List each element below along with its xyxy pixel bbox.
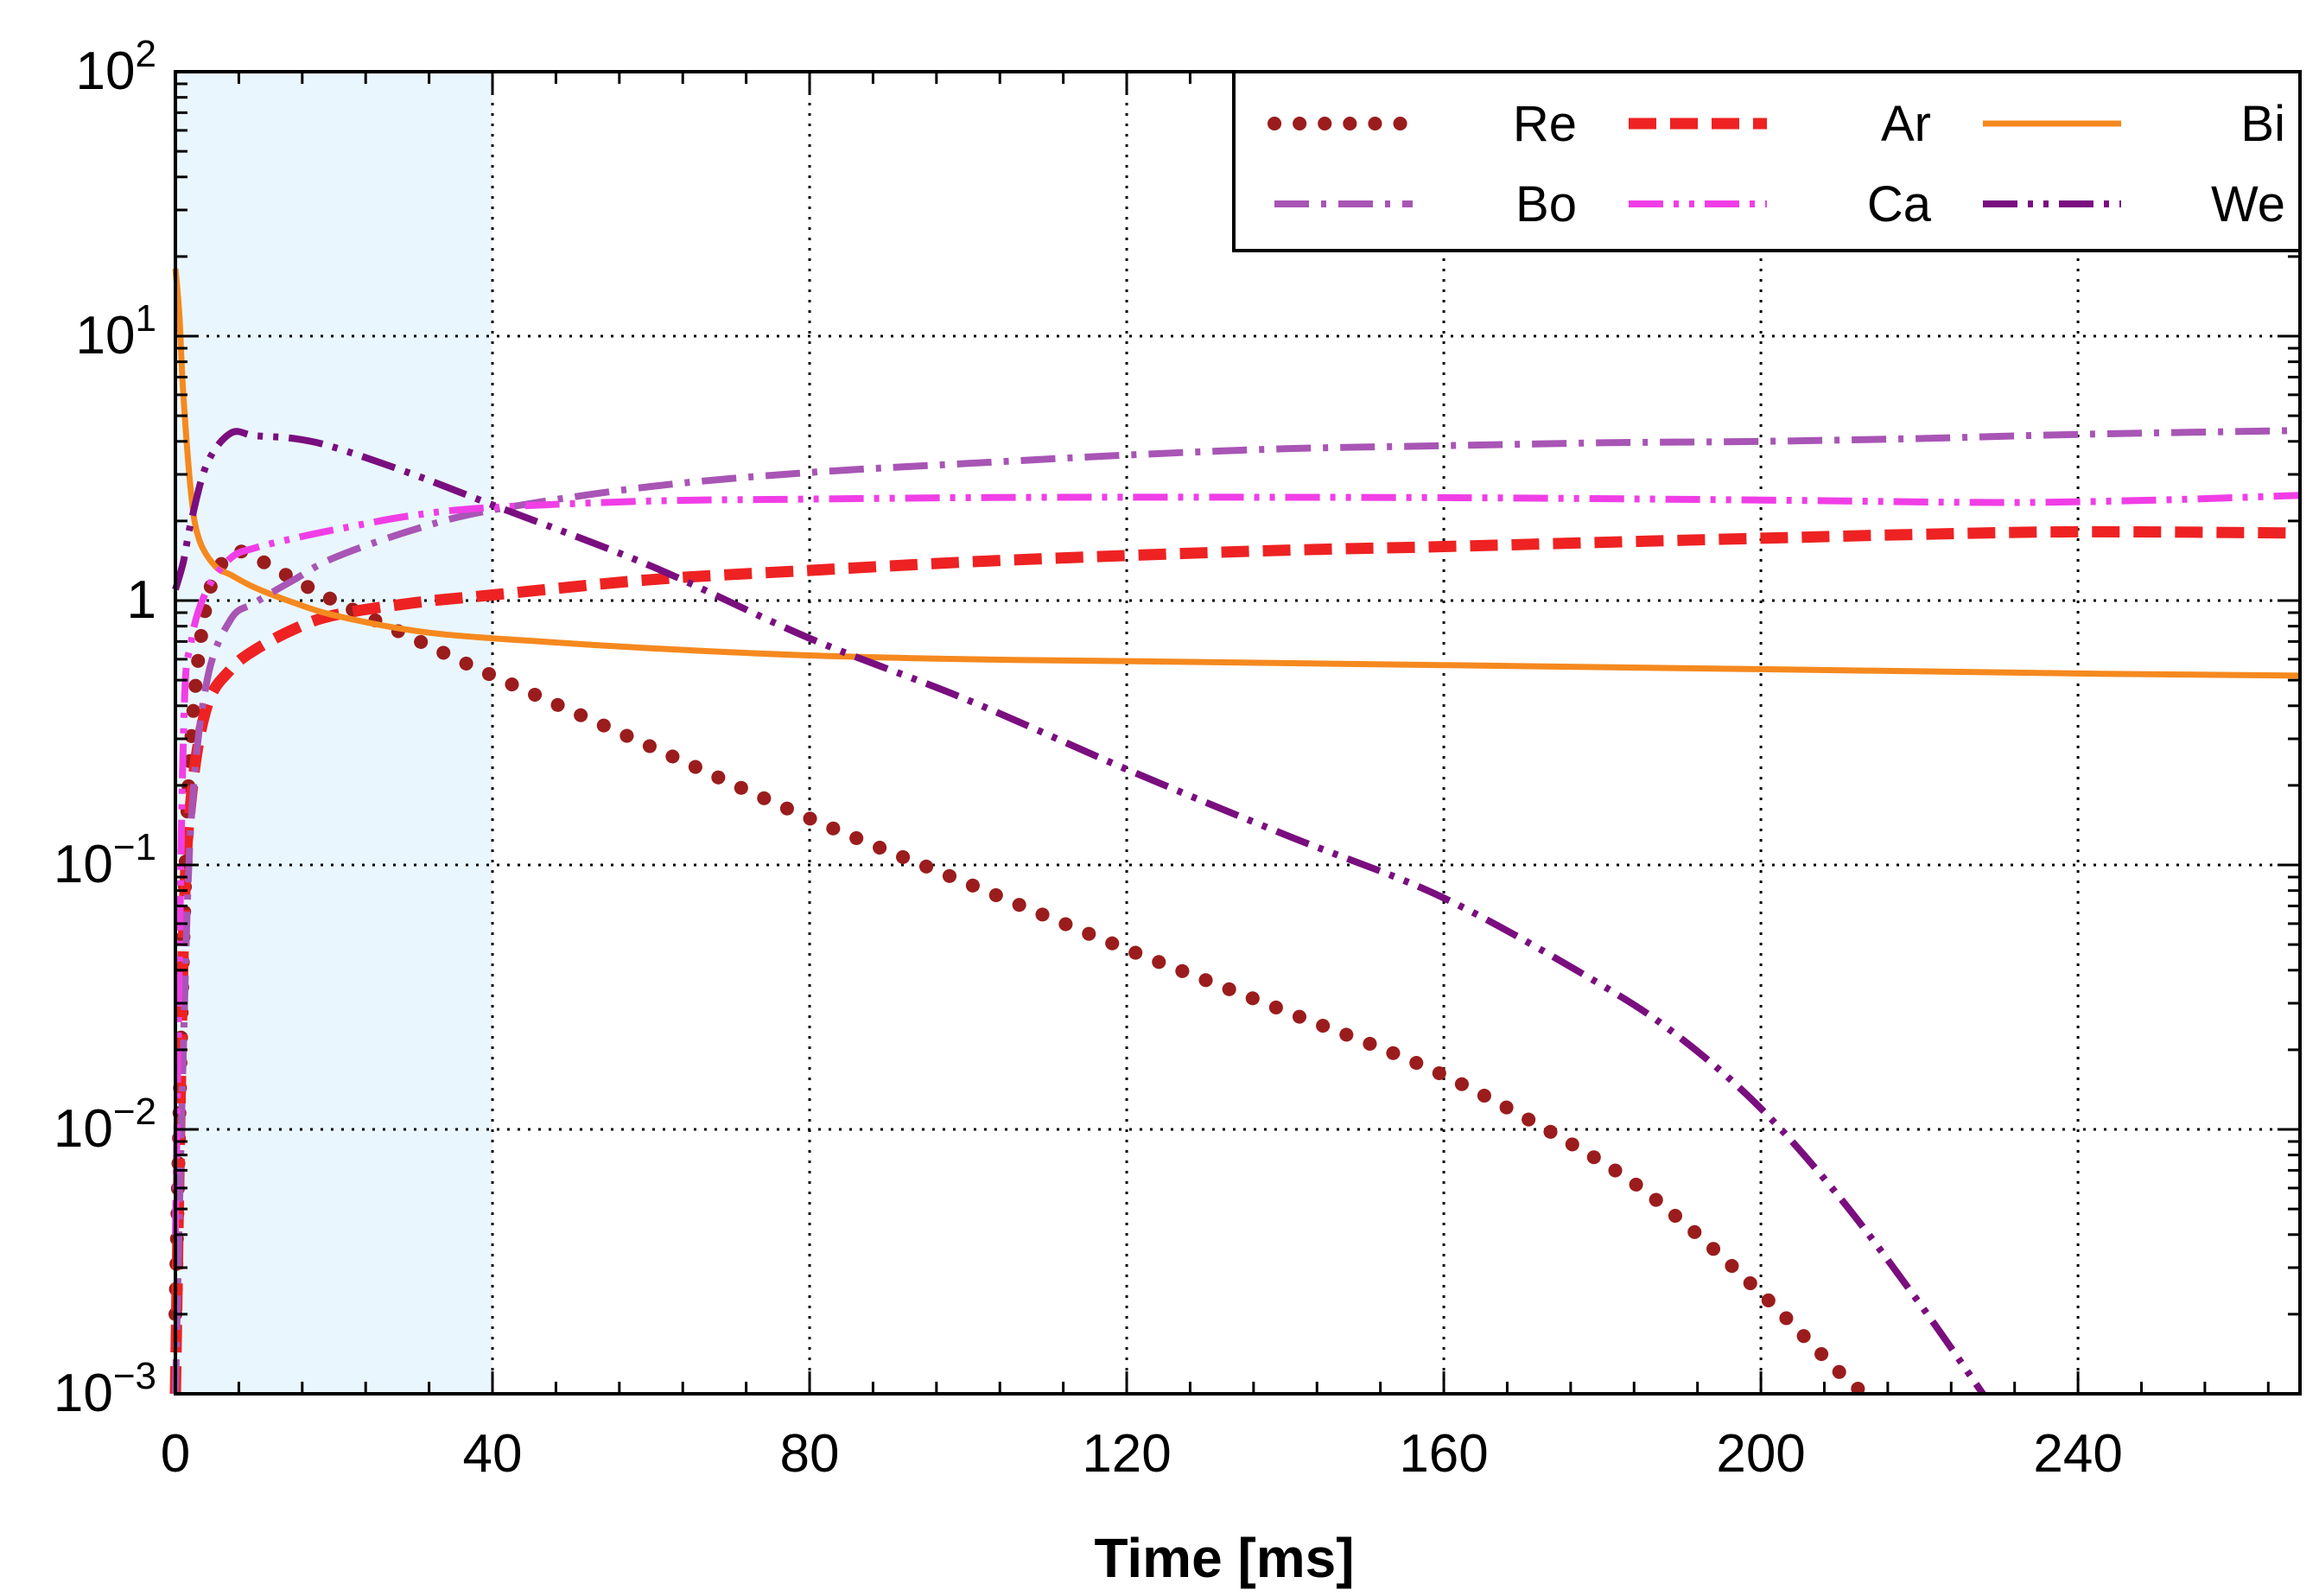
- legend-label-bi: Bi: [2240, 96, 2285, 152]
- legend: Re Ar Bi Bo Ca We: [1232, 70, 2302, 252]
- axis-ticks: [174, 70, 2300, 1396]
- x-tick-label: 0: [161, 1424, 190, 1484]
- series-line-bo: [172, 427, 2301, 1395]
- plot-frame: [174, 70, 2302, 1396]
- x-tick-label: 160: [1399, 1424, 1488, 1484]
- series-line-ca: [172, 492, 2301, 1235]
- x-tick-labels: 0 40 80 120 160 200 240: [161, 1424, 2123, 1484]
- y-tick-label: 101: [76, 297, 156, 366]
- grid: [175, 72, 2300, 1394]
- legend-label-we: We: [2211, 176, 2285, 232]
- y-tick-label: 102: [76, 33, 156, 101]
- series-line-bi: [172, 268, 2301, 679]
- x-tick-label: 200: [1716, 1424, 1805, 1484]
- legend-label-re: Re: [1513, 96, 1577, 152]
- y-tick-label: 10−1: [54, 826, 156, 894]
- legend-label-ca: Ca: [1867, 176, 1932, 232]
- highlight-region: [175, 72, 493, 1394]
- x-axis-title: Time [ms]: [1094, 1527, 1354, 1589]
- y-tick-label: 10−2: [54, 1090, 156, 1159]
- series-lines: [168, 268, 2301, 1401]
- legend-label-ar: Ar: [1881, 96, 1931, 152]
- x-tick-label: 40: [463, 1424, 523, 1484]
- x-tick-label: 240: [2033, 1424, 2122, 1484]
- y-tick-label: 1: [127, 570, 156, 630]
- x-tick-label: 120: [1082, 1424, 1171, 1484]
- y-tick-label: 10−3: [54, 1355, 156, 1423]
- series-line-we: [172, 428, 1986, 1396]
- y-tick-labels: 102 101 1 10−1 10−2 10−3: [54, 33, 156, 1423]
- x-tick-label: 80: [780, 1424, 840, 1484]
- legend-label-bo: Bo: [1515, 176, 1577, 232]
- legend-box: [1232, 70, 2302, 252]
